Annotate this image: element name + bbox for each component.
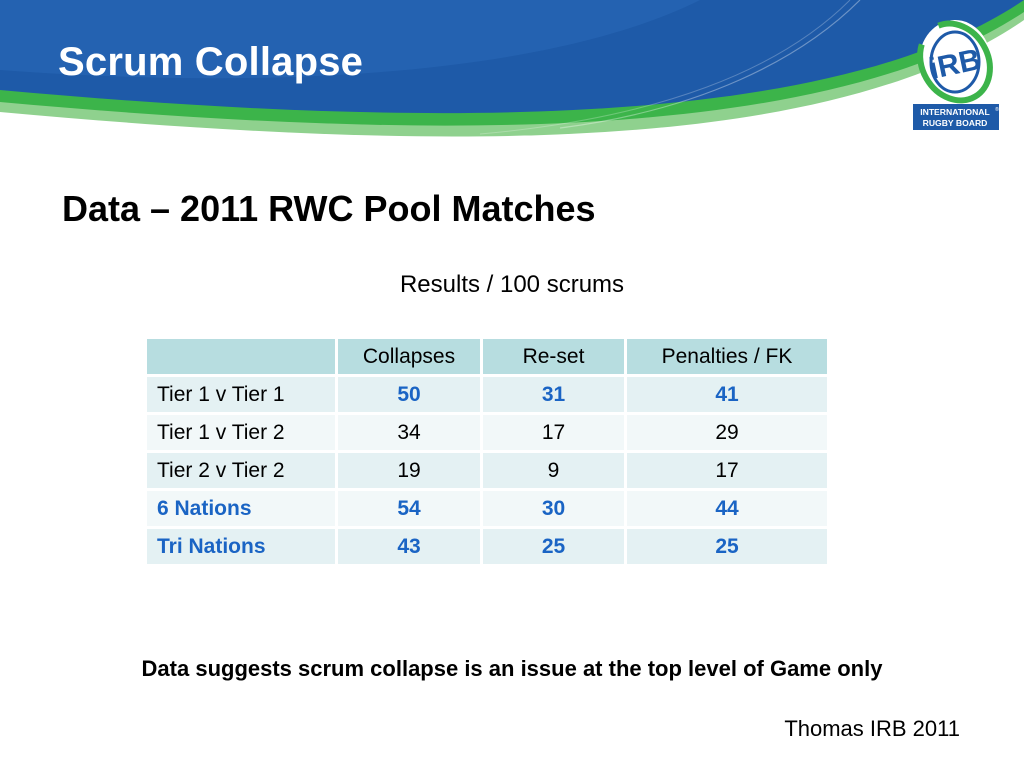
row-label: Tier 1 v Tier 1 bbox=[144, 374, 338, 415]
reset-cell: 31 bbox=[480, 374, 627, 415]
irb-logo: iRB INTERNATIONAL RUGBY BOARD ® bbox=[913, 20, 999, 130]
penalties-cell: 25 bbox=[624, 526, 830, 567]
header-banner bbox=[0, 0, 1024, 137]
reset-cell: 25 bbox=[480, 526, 627, 567]
collapses-cell: 34 bbox=[335, 412, 483, 453]
conclusion-text: Data suggests scrum collapse is an issue… bbox=[141, 656, 883, 681]
slide-title: Scrum Collapse bbox=[58, 40, 364, 84]
reset-cell: 17 bbox=[480, 412, 627, 453]
collapses-cell: 54 bbox=[335, 488, 483, 529]
header-reset: Re-set bbox=[480, 336, 627, 377]
logo-line-international: INTERNATIONAL bbox=[920, 107, 990, 117]
slide-subtitle: Data – 2011 RWC Pool Matches bbox=[62, 188, 596, 229]
penalties-cell: 44 bbox=[624, 488, 830, 529]
table-row: Tier 1 v Tier 2 34 17 29 bbox=[144, 412, 830, 453]
table-header-row: Collapses Re-set Penalties / FK bbox=[144, 336, 830, 377]
header-collapses: Collapses bbox=[335, 336, 483, 377]
penalties-cell: 17 bbox=[624, 450, 830, 491]
penalties-cell: 41 bbox=[624, 374, 830, 415]
table-row: 6 Nations 54 30 44 bbox=[144, 488, 830, 529]
collapses-cell: 19 bbox=[335, 450, 483, 491]
table-row: Tier 2 v Tier 2 19 9 17 bbox=[144, 450, 830, 491]
row-label: 6 Nations bbox=[144, 488, 338, 529]
table-row: Tier 1 v Tier 1 50 31 41 bbox=[144, 374, 830, 415]
row-label: Tier 2 v Tier 2 bbox=[144, 450, 338, 491]
logo-line-rugby-board: RUGBY BOARD bbox=[923, 118, 988, 128]
source-citation: Thomas IRB 2011 bbox=[784, 716, 960, 741]
row-label: Tier 1 v Tier 2 bbox=[144, 412, 338, 453]
row-label: Tri Nations bbox=[144, 526, 338, 567]
header-penalties-fk: Penalties / FK bbox=[624, 336, 830, 377]
table-caption: Results / 100 scrums bbox=[399, 271, 625, 298]
registered-mark: ® bbox=[995, 106, 999, 113]
table-row: Tri Nations 43 25 25 bbox=[144, 526, 830, 567]
results-table: Collapses Re-set Penalties / FK Tier 1 v… bbox=[144, 336, 830, 567]
reset-cell: 30 bbox=[480, 488, 627, 529]
reset-cell: 9 bbox=[480, 450, 627, 491]
penalties-cell: 29 bbox=[624, 412, 830, 453]
collapses-cell: 43 bbox=[335, 526, 483, 567]
collapses-cell: 50 bbox=[335, 374, 483, 415]
header-corner-cell bbox=[144, 336, 338, 377]
